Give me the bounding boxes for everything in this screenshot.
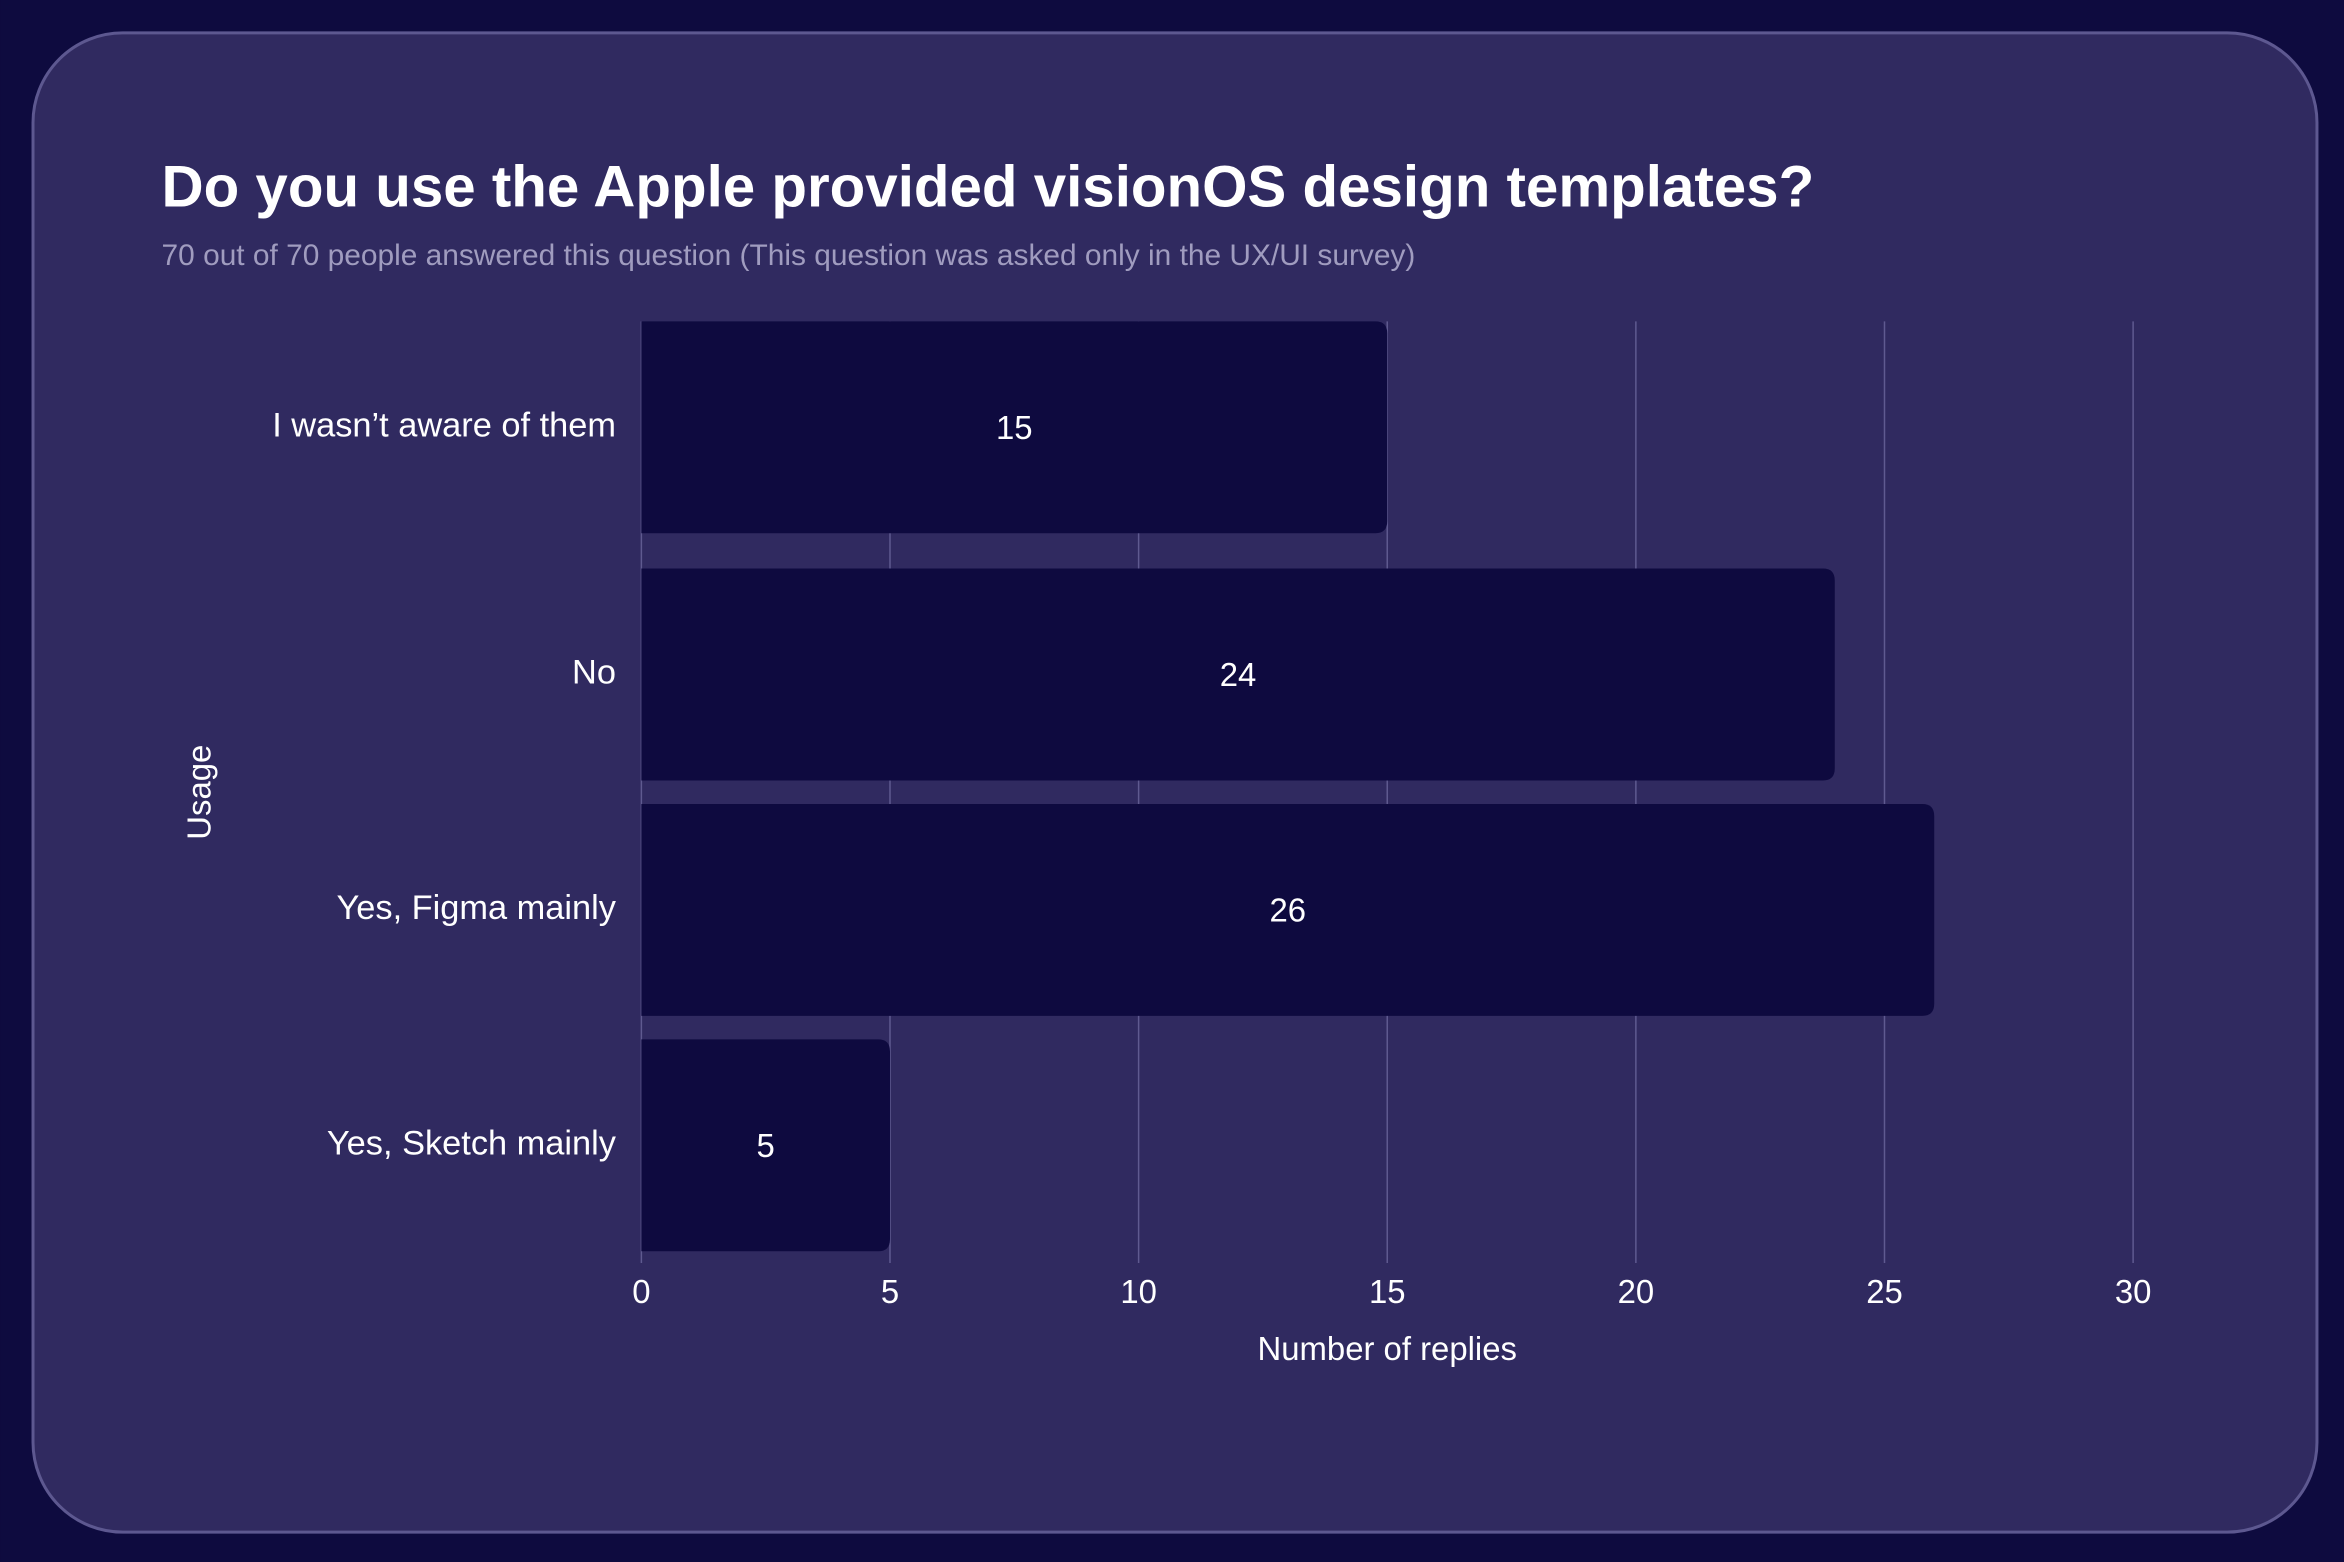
bar	[641, 803, 1935, 1016]
x-tick-label: 15	[1369, 1273, 1406, 1310]
y-tick-label: Yes, Figma mainly	[337, 889, 617, 927]
card	[31, 31, 2319, 1534]
x-tick-label: 0	[632, 1273, 650, 1310]
bar	[641, 568, 1835, 781]
y-axis-label: Usage	[181, 745, 218, 840]
x-tick-label: 10	[1120, 1273, 1157, 1310]
bar	[641, 1039, 890, 1252]
chart-subtitle: 70 out of 70 people answered this questi…	[162, 239, 1416, 272]
y-tick-label: Yes, Sketch mainly	[327, 1124, 617, 1162]
chart-title: Do you use the Apple provided visionOS d…	[162, 155, 1815, 220]
y-tick-label: I wasn’t aware of them	[272, 406, 616, 444]
x-tick-label: 20	[1618, 1273, 1655, 1310]
y-tick-label: No	[572, 654, 616, 692]
value-label: 15	[996, 409, 1033, 446]
x-tick-label: 30	[2115, 1273, 2152, 1310]
value-label: 5	[757, 1127, 775, 1164]
x-tick-label: 5	[881, 1273, 899, 1310]
value-label: 24	[1220, 656, 1257, 693]
bar	[641, 321, 1388, 534]
value-label: 26	[1270, 892, 1307, 929]
x-tick-label: 25	[1866, 1273, 1903, 1310]
x-axis-label: Number of replies	[1258, 1330, 1517, 1367]
